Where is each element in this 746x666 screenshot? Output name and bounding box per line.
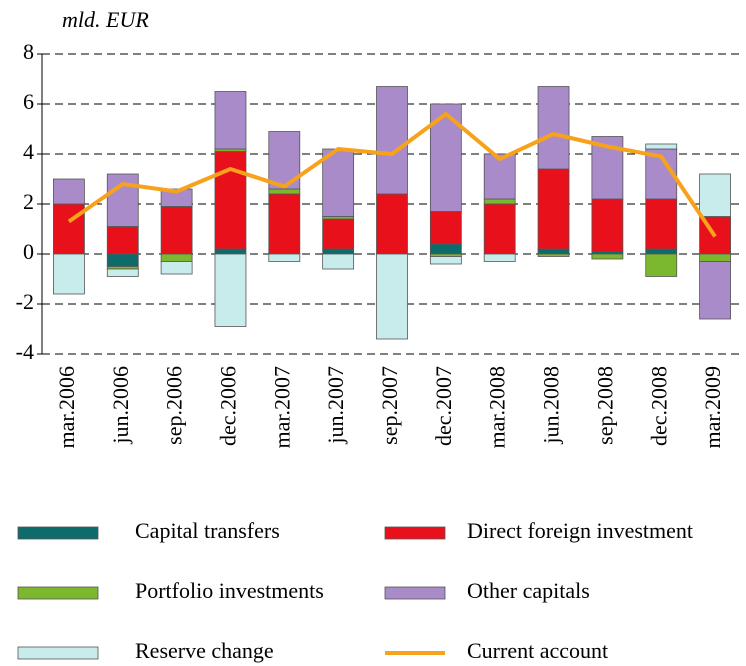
bar-segment <box>591 198 624 252</box>
bar-segment <box>376 253 408 340</box>
bar-segment <box>537 248 570 255</box>
bar-segment <box>322 148 355 217</box>
x-tick-label: dec.2007 <box>431 366 456 446</box>
legend-label: Current account <box>467 638 608 663</box>
legend-swatch <box>384 526 446 540</box>
bar-segment <box>53 178 85 205</box>
bar-segment <box>429 256 462 265</box>
bar-segment <box>699 173 731 217</box>
bar-segment <box>268 193 301 255</box>
bar-segment <box>376 86 408 195</box>
y-tick-label: 4 <box>23 139 34 164</box>
legend-swatch <box>17 526 99 540</box>
bar-segment <box>322 248 355 255</box>
x-tick-label: mar.2008 <box>485 366 510 449</box>
legend-label: Portfolio investments <box>135 578 324 603</box>
bar-segment <box>483 203 516 255</box>
y-tick-label: 0 <box>23 239 34 264</box>
bar-segment <box>483 253 516 262</box>
bar-segment <box>268 253 301 262</box>
x-tick-label: jun.2008 <box>539 366 564 445</box>
x-tick-label: sep.2006 <box>162 366 187 445</box>
x-tick-label: mar.2009 <box>700 366 725 449</box>
bar-segment <box>160 188 193 207</box>
legend-label: Capital transfers <box>135 518 280 543</box>
x-tick-label: dec.2006 <box>216 366 241 446</box>
bar-segment <box>106 253 139 267</box>
x-tick-label: jun.2007 <box>323 366 348 445</box>
x-tick-label: mar.2006 <box>54 366 79 449</box>
x-tick-label: mar.2007 <box>269 366 294 449</box>
bar-segment <box>483 198 516 205</box>
bar-segment <box>429 243 462 255</box>
bar-segment <box>268 188 301 195</box>
legend-swatch <box>17 586 99 600</box>
bar-segment <box>214 248 247 255</box>
bar-segment <box>645 253 678 277</box>
bar-segment <box>322 253 355 270</box>
bar-segment <box>160 261 193 275</box>
bar-segment <box>53 253 85 295</box>
bar-segment <box>429 211 462 245</box>
x-tick-label: sep.2007 <box>377 366 402 445</box>
y-tick-label: 2 <box>23 189 34 214</box>
line-series <box>67 112 717 238</box>
legend-label: Other capitals <box>467 578 590 603</box>
y-tick-label: 6 <box>23 89 34 114</box>
bar-segment <box>483 153 516 200</box>
bar-segment <box>160 253 193 262</box>
y-tick-label: -4 <box>16 339 34 364</box>
bar-segment <box>268 131 301 190</box>
bar-segment <box>214 91 247 150</box>
bar-segment <box>214 253 247 327</box>
bar-segment <box>645 248 678 255</box>
bar-segment <box>106 268 139 277</box>
bar-segment <box>591 253 624 260</box>
bar-segment <box>53 203 85 255</box>
legend-swatch <box>17 646 99 660</box>
bar-segment <box>699 253 731 262</box>
bar-segment <box>537 168 570 250</box>
bar-segment <box>322 218 355 250</box>
bar-segment <box>160 206 193 255</box>
bar-segment <box>699 261 731 320</box>
bar-segment <box>537 253 570 257</box>
x-tick-label: jun.2006 <box>108 366 133 445</box>
legend-swatch <box>384 586 446 600</box>
legend-label: Reserve change <box>135 638 274 663</box>
x-tick-label: dec.2008 <box>646 366 671 446</box>
y-tick-label: -2 <box>16 289 34 314</box>
y-tick-label: 8 <box>23 39 34 64</box>
bar-segment <box>645 198 678 250</box>
bar-segment <box>214 151 247 250</box>
bar-segment <box>645 143 678 150</box>
x-tick-label: sep.2008 <box>592 366 617 445</box>
legend-label: Direct foreign investment <box>467 518 693 543</box>
y-axis-unit: mld. EUR <box>62 7 149 32</box>
bar-segment <box>106 226 139 255</box>
bar-segment <box>537 86 570 170</box>
bar-segment <box>106 173 139 227</box>
bar-segment <box>376 193 408 255</box>
